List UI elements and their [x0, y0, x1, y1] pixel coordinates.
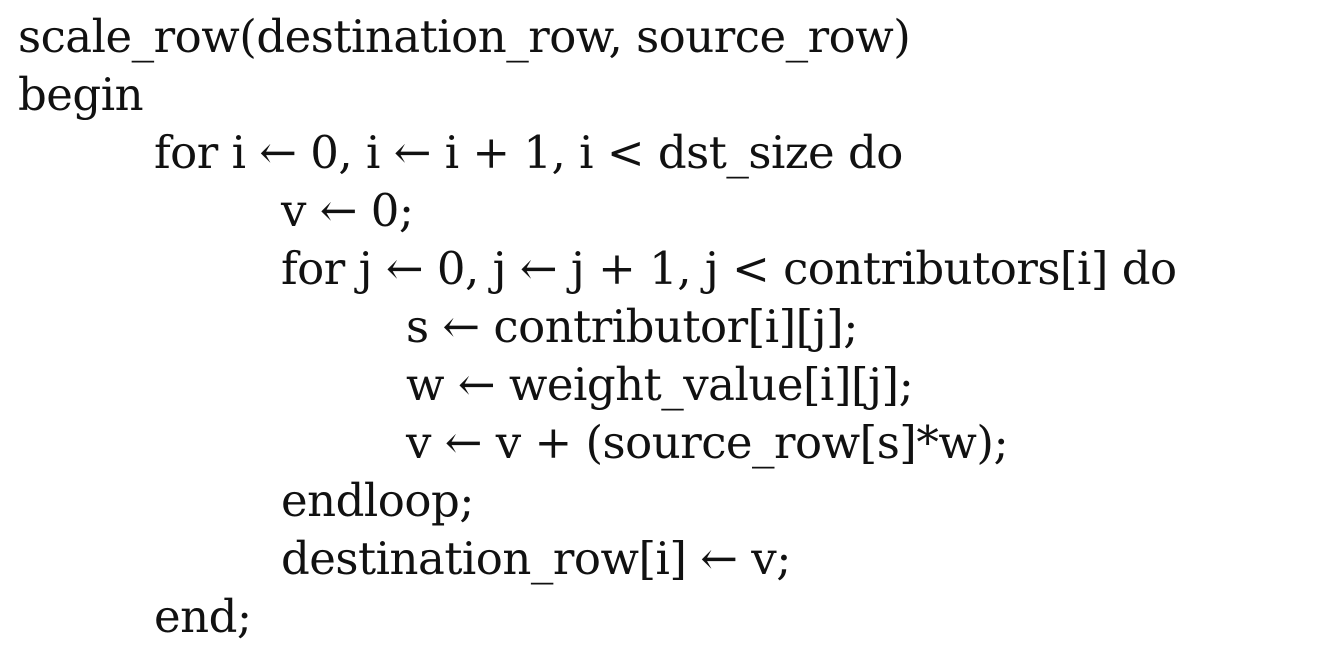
init-accumulator: v ← 0;: [281, 184, 414, 237]
endloop-keyword: endloop;: [281, 474, 474, 527]
pseudocode-block: scale_row(destination_row, source_row) b…: [0, 8, 1329, 646]
assign-weight: w ← weight_value[i][j];: [406, 358, 914, 411]
outer-for-loop: for i ← 0, i ← i + 1, i < dst_size do: [154, 126, 903, 179]
begin-keyword: begin: [18, 68, 144, 121]
end-keyword: end;: [154, 590, 252, 643]
assign-contributor: s ← contributor[i][j];: [406, 300, 858, 353]
store-destination: destination_row[i] ← v;: [281, 532, 791, 585]
accumulate-value: v ← v + (source_row[s]*w);: [406, 416, 1009, 469]
function-signature: scale_row(destination_row, source_row): [18, 10, 911, 63]
inner-for-loop: for j ← 0, j ← j + 1, j < contributors[i…: [281, 242, 1177, 295]
